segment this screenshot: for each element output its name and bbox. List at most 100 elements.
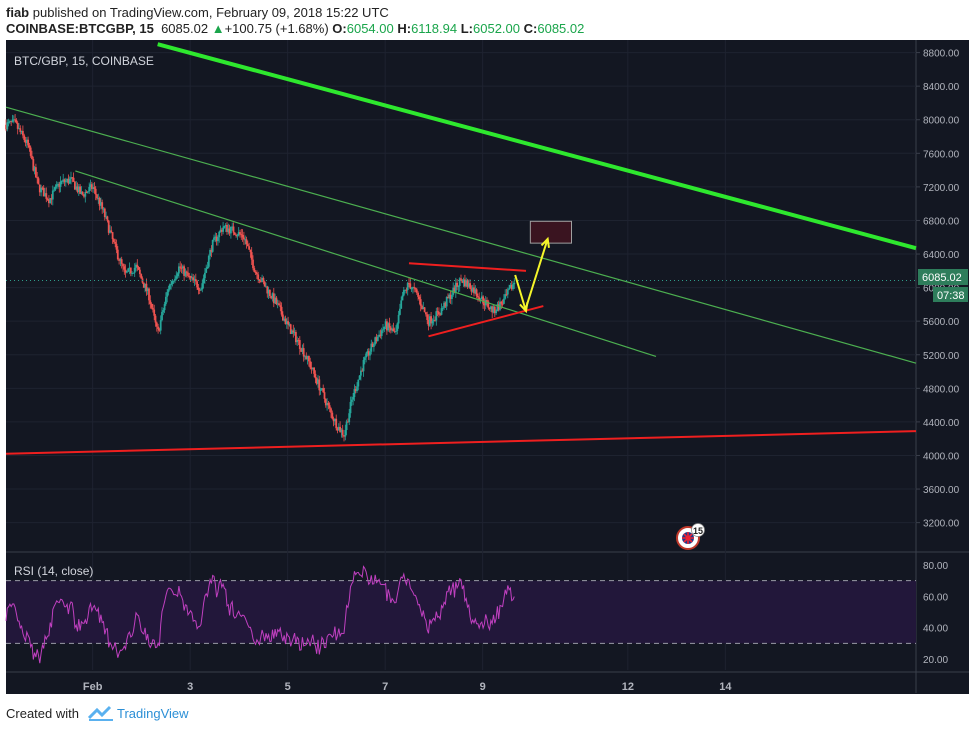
- rsi-label: RSI (14, close): [14, 564, 93, 578]
- candle-body: [488, 307, 491, 310]
- candle-body: [7, 121, 10, 123]
- candle-body: [487, 301, 490, 308]
- candle-body: [376, 336, 379, 341]
- low-value: 6052.00: [473, 21, 521, 36]
- candle-body: [457, 285, 460, 287]
- candle-body: [146, 288, 149, 292]
- candle-body: [482, 296, 484, 304]
- candle-body: [449, 294, 452, 299]
- candle-body: [401, 295, 404, 301]
- candle-body: [378, 334, 380, 337]
- candle-body: [379, 334, 382, 337]
- candle-body: [152, 307, 154, 310]
- candle-body: [336, 428, 339, 431]
- candle-body: [187, 272, 189, 276]
- price-tick-label: 3200.00: [923, 519, 960, 530]
- candle-body: [27, 139, 29, 146]
- last-price: 6085.02: [161, 21, 209, 36]
- candle-body: [185, 271, 188, 273]
- candle-body: [347, 421, 349, 423]
- candle-body: [283, 318, 286, 321]
- candle-body: [162, 310, 165, 312]
- candle-body: [314, 373, 317, 379]
- tradingview-link[interactable]: TradingView: [117, 706, 189, 721]
- candle-body: [51, 190, 54, 200]
- tradingview-logo-icon[interactable]: [88, 704, 114, 722]
- flag-event-icon[interactable]: 15: [676, 523, 705, 550]
- candle-body: [233, 232, 236, 235]
- candle-body: [330, 408, 332, 413]
- candle-body: [75, 186, 78, 190]
- candle-body: [477, 295, 479, 298]
- candle-body: [202, 278, 205, 284]
- grid-lines: [6, 40, 916, 670]
- candle-body: [9, 121, 11, 123]
- candle-body: [357, 379, 360, 387]
- candle-body: [123, 266, 126, 270]
- candle-body: [343, 435, 345, 437]
- candle-body: [373, 344, 375, 347]
- time-tick-label: 14: [719, 681, 732, 693]
- candle-body: [262, 278, 265, 282]
- candle-body: [90, 184, 93, 189]
- candle-body: [239, 232, 241, 235]
- candle-body: [413, 287, 416, 289]
- candle-body: [388, 323, 391, 328]
- candle-body: [261, 278, 263, 282]
- arrow-up: [525, 238, 549, 309]
- candle-body: [10, 121, 13, 123]
- candle-body: [64, 180, 67, 183]
- candle-body: [271, 293, 274, 299]
- candle-body: [263, 281, 266, 287]
- candle-body: [483, 303, 486, 306]
- target-box: [529, 220, 572, 244]
- candle-body: [345, 421, 348, 431]
- candle-body: [267, 289, 270, 294]
- candle-body: [149, 300, 152, 304]
- author-name[interactable]: fiab: [6, 5, 30, 20]
- candle-body: [46, 198, 49, 200]
- candle-body: [469, 283, 471, 289]
- candle-body: [300, 348, 302, 352]
- candle-body: [183, 266, 185, 276]
- price-chart[interactable]: 8800.00 8400.00 8000.00 7600.00 7200.00 6800.…: [0, 40, 975, 694]
- candle-body: [246, 244, 249, 247]
- candle-body: [389, 327, 392, 331]
- candle-body: [198, 289, 201, 291]
- candle-body: [404, 289, 406, 291]
- published-text: published on TradingView.com, February 0…: [32, 5, 389, 20]
- candle-body: [157, 326, 159, 330]
- candle-body: [87, 191, 89, 193]
- candle-body: [131, 272, 133, 274]
- candle-body: [497, 304, 500, 310]
- rsi-pane: [5, 565, 916, 664]
- candle-body: [171, 281, 174, 285]
- low-label: L:: [460, 21, 474, 36]
- candle-body: [84, 192, 87, 197]
- candle-body: [305, 356, 308, 360]
- candle-body: [458, 278, 461, 286]
- upper-trendline: [157, 42, 917, 251]
- candle-body: [115, 243, 118, 250]
- candle-body: [167, 289, 170, 293]
- candle-body: [53, 189, 55, 191]
- last-price-badge-text: 6085.02: [922, 272, 962, 284]
- candle-body: [352, 397, 354, 400]
- candle-body: [76, 186, 79, 192]
- candle-body: [213, 237, 215, 240]
- candle-body: [499, 301, 501, 310]
- candle-body: [161, 311, 163, 321]
- candle-body: [68, 178, 71, 184]
- candle-body: [89, 184, 92, 188]
- trend-drawings[interactable]: [5, 42, 917, 455]
- candle-body: [282, 314, 284, 321]
- candle-body: [322, 388, 325, 393]
- symbol-label: COINBASE:BTCGBP, 15: [6, 21, 154, 36]
- created-with-text: Created with: [6, 706, 79, 721]
- candle-body: [249, 249, 252, 253]
- candle-body: [426, 314, 429, 320]
- rsi-tick-label: 40.00: [923, 624, 948, 635]
- time-tick-label: 3: [187, 681, 193, 693]
- candle-body: [321, 388, 323, 390]
- chart-area[interactable]: 8800.00 8400.00 8000.00 7600.00 7200.00 6800.…: [0, 40, 975, 694]
